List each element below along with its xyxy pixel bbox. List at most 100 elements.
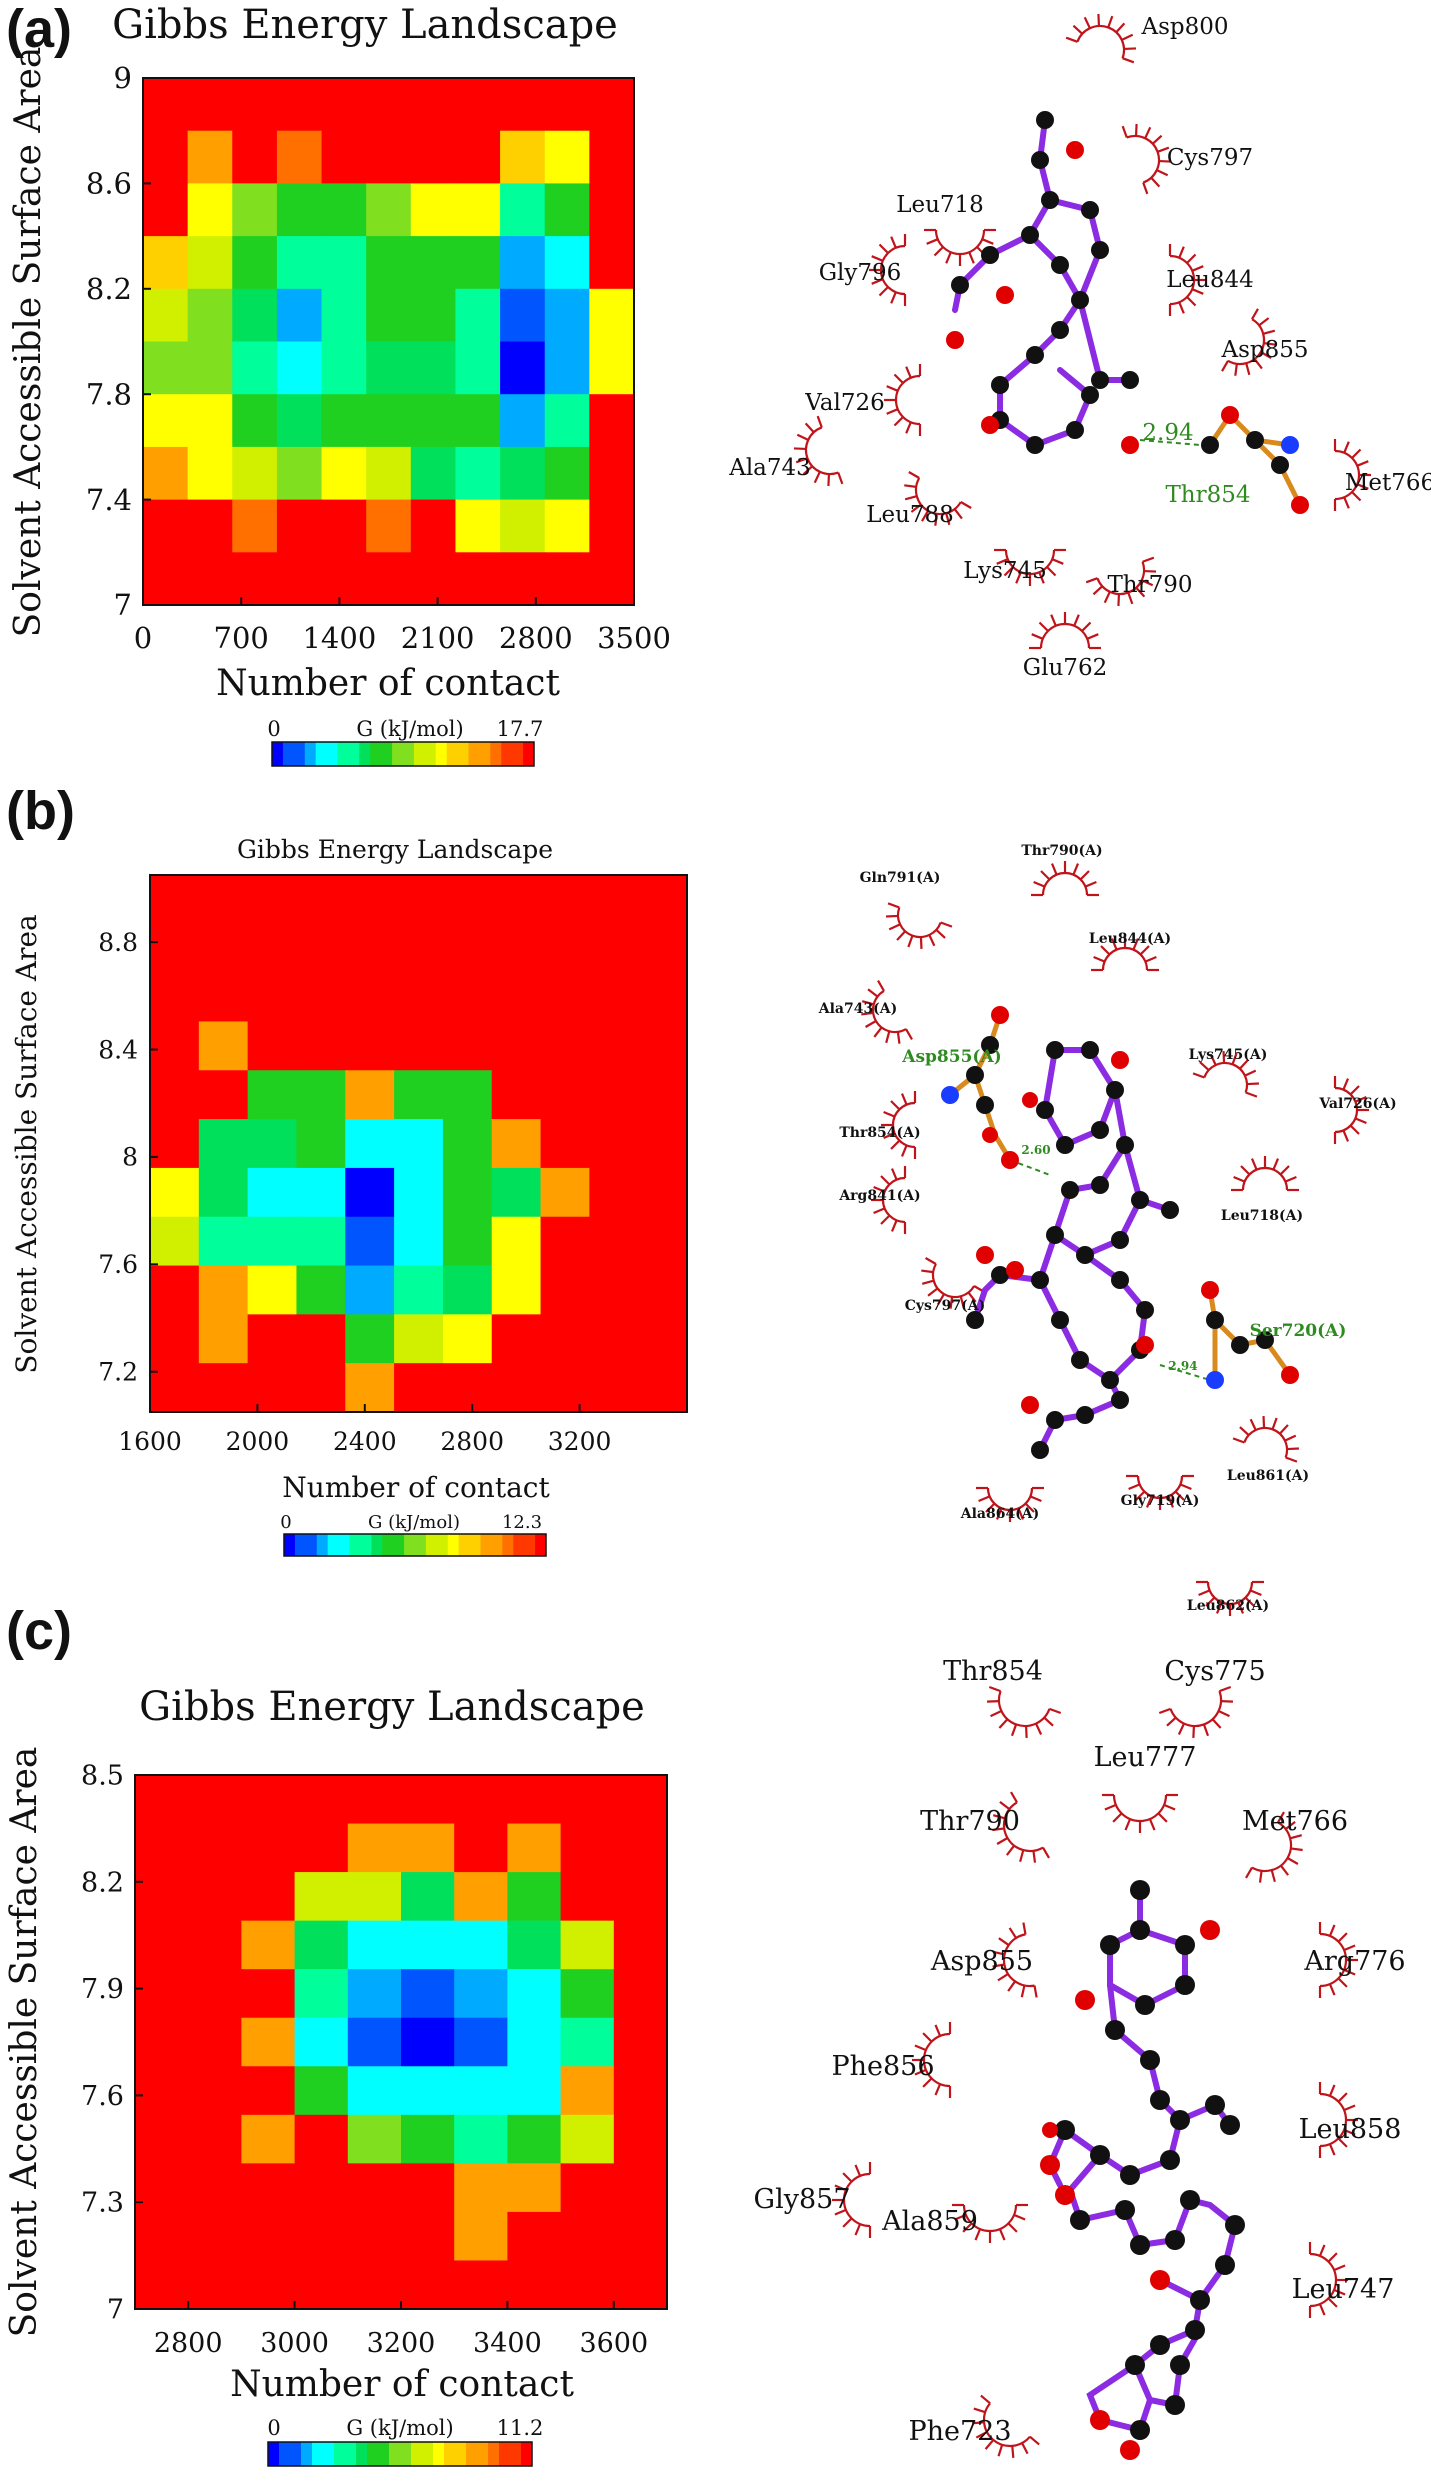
heatmap-cell: [276, 341, 323, 395]
hydrophobic-contact-arc: [1221, 308, 1276, 376]
heatmap-cell: [560, 1775, 615, 1825]
heatmap-cell: [321, 499, 367, 553]
heatmap-cell: [544, 183, 590, 237]
heatmap-cell: [296, 1216, 346, 1267]
x-tick-label: 3200: [548, 1427, 612, 1456]
heatmap-cell: [321, 341, 367, 395]
heatmap-cell: [345, 1167, 395, 1218]
hydrophobic-contact-arc: [871, 1166, 907, 1234]
heatmap-cell: [135, 1969, 189, 2019]
heatmap-cell: [638, 1314, 688, 1364]
heatmap-cell: [198, 923, 249, 974]
heatmap-cell: [347, 2260, 402, 2310]
heatmap-cell: [454, 1823, 508, 1873]
residue-label: Leu844(A): [1089, 931, 1171, 947]
heatmap-cell: [188, 2066, 242, 2116]
panel-label-a: (a): [6, 0, 72, 59]
heatmap-cell: [241, 2066, 296, 2116]
heatmap-cell: [143, 341, 189, 395]
colorbar-segment: [334, 2442, 346, 2466]
hydrophobic-contact-arc: [884, 364, 922, 436]
heatmap-cell: [188, 2211, 242, 2262]
heatmap-cell: [366, 446, 412, 501]
heatmap-cell: [455, 341, 501, 395]
heatmap-cell: [507, 1775, 562, 1825]
heatmap-cell: [394, 1314, 444, 1364]
heatmap-cell: [455, 394, 501, 448]
heatmap-cell: [589, 499, 635, 553]
heatmap-cell: [366, 499, 412, 553]
y-tick-label: 7: [107, 2294, 124, 2325]
heatmap-cell: [401, 1823, 455, 1873]
heatmap-cell: [143, 183, 189, 237]
heatmap-cell: [276, 552, 323, 606]
heatmap-cell: [500, 130, 546, 184]
heatmap-cell: [589, 972, 639, 1023]
colorbar-segment: [371, 1534, 383, 1556]
hydrophobic-contact-arc: [972, 2394, 1040, 2458]
residue-label: Asp855: [1220, 337, 1308, 363]
heatmap-cell: [401, 1775, 455, 1825]
heatmap-cell: [507, 2260, 562, 2310]
residue-label: Thr790: [920, 1806, 1020, 1837]
colorbar-segment: [323, 2442, 335, 2466]
residue-label: Gly857: [754, 2184, 851, 2215]
heatmap-cell: [507, 1969, 562, 2019]
heatmap-cell: [296, 1314, 346, 1364]
hydrophobic-contact-arc: [921, 1257, 985, 1309]
heatmap-cell: [613, 2211, 668, 2262]
heatmap-cell: [454, 2260, 508, 2310]
heatmap-cell: [366, 288, 412, 343]
hydrophobic-contact-arc: [992, 1791, 1050, 1863]
heatmap-cell: [294, 2163, 349, 2213]
heatmap-cell: [150, 1119, 200, 1169]
colorbar-segment: [524, 1534, 536, 1556]
colorbar-segment: [480, 1534, 492, 1556]
heatmap-cell: [401, 1969, 455, 2019]
hydrophobic-contact-arc: [976, 1486, 1044, 1522]
heatmap-cell: [454, 1775, 508, 1825]
heatmap-cell: [540, 875, 590, 925]
heatmap-cell: [401, 1920, 455, 1970]
heatmap-cell: [500, 288, 546, 343]
heatmap-cell: [540, 1216, 590, 1267]
hbond-a-residue: Thr854: [1165, 482, 1250, 508]
heatmap-cell: [276, 236, 323, 290]
x-tick-label: 2800: [154, 2328, 223, 2359]
heatmap-cell: [241, 2260, 296, 2310]
heatmap-cell: [442, 923, 493, 974]
heatmap-cell: [198, 1265, 249, 1315]
heatmap-cell: [589, 552, 635, 606]
ligand-c-ring1: [1107, 1887, 1188, 2009]
heatmap-cell: [294, 1823, 349, 1873]
chart-c-cells: [135, 1775, 668, 2310]
chart-b: Gibbs Energy Landscape 1600 2000 2400 2800 3…: [10, 835, 688, 1557]
heatmap-cell: [500, 236, 546, 290]
hydrophobic-contact-arc: [1121, 123, 1172, 195]
heatmap-cell: [507, 1823, 562, 1873]
heatmap-cell: [544, 78, 590, 132]
heatmap-cell: [442, 1265, 493, 1315]
chart-a-cells: [143, 78, 635, 606]
residue-label: Met766: [1242, 1806, 1348, 1837]
panel-label-c: (c): [6, 1601, 72, 1661]
heatmap-cell: [294, 1872, 349, 1922]
colorbar-segment: [501, 742, 513, 766]
heatmap-cell: [276, 78, 323, 132]
colorbar-segment: [436, 1534, 449, 1556]
residue-label: Thr854: [943, 1656, 1043, 1687]
heatmap-cell: [589, 1265, 639, 1315]
hydrophobic-contact-arc: [1192, 1050, 1260, 1098]
heatmap-cell: [143, 130, 189, 184]
colorbar-segment: [469, 1534, 481, 1556]
heatmap-cell: [143, 446, 189, 501]
chart-b-xticks: 1600200024002800320036(: [118, 1404, 612, 1456]
chart-c-cb-max: 11.2: [497, 2416, 544, 2440]
chart-b-title: Gibbs Energy Landscape: [237, 835, 553, 864]
heatmap-cell: [276, 499, 323, 553]
colorbar-segment: [293, 742, 306, 766]
heatmap-cell: [589, 1021, 639, 1071]
heatmap-cell: [410, 341, 457, 395]
heatmap-cell: [247, 875, 298, 925]
residue-label: Leu858: [1299, 2114, 1402, 2145]
